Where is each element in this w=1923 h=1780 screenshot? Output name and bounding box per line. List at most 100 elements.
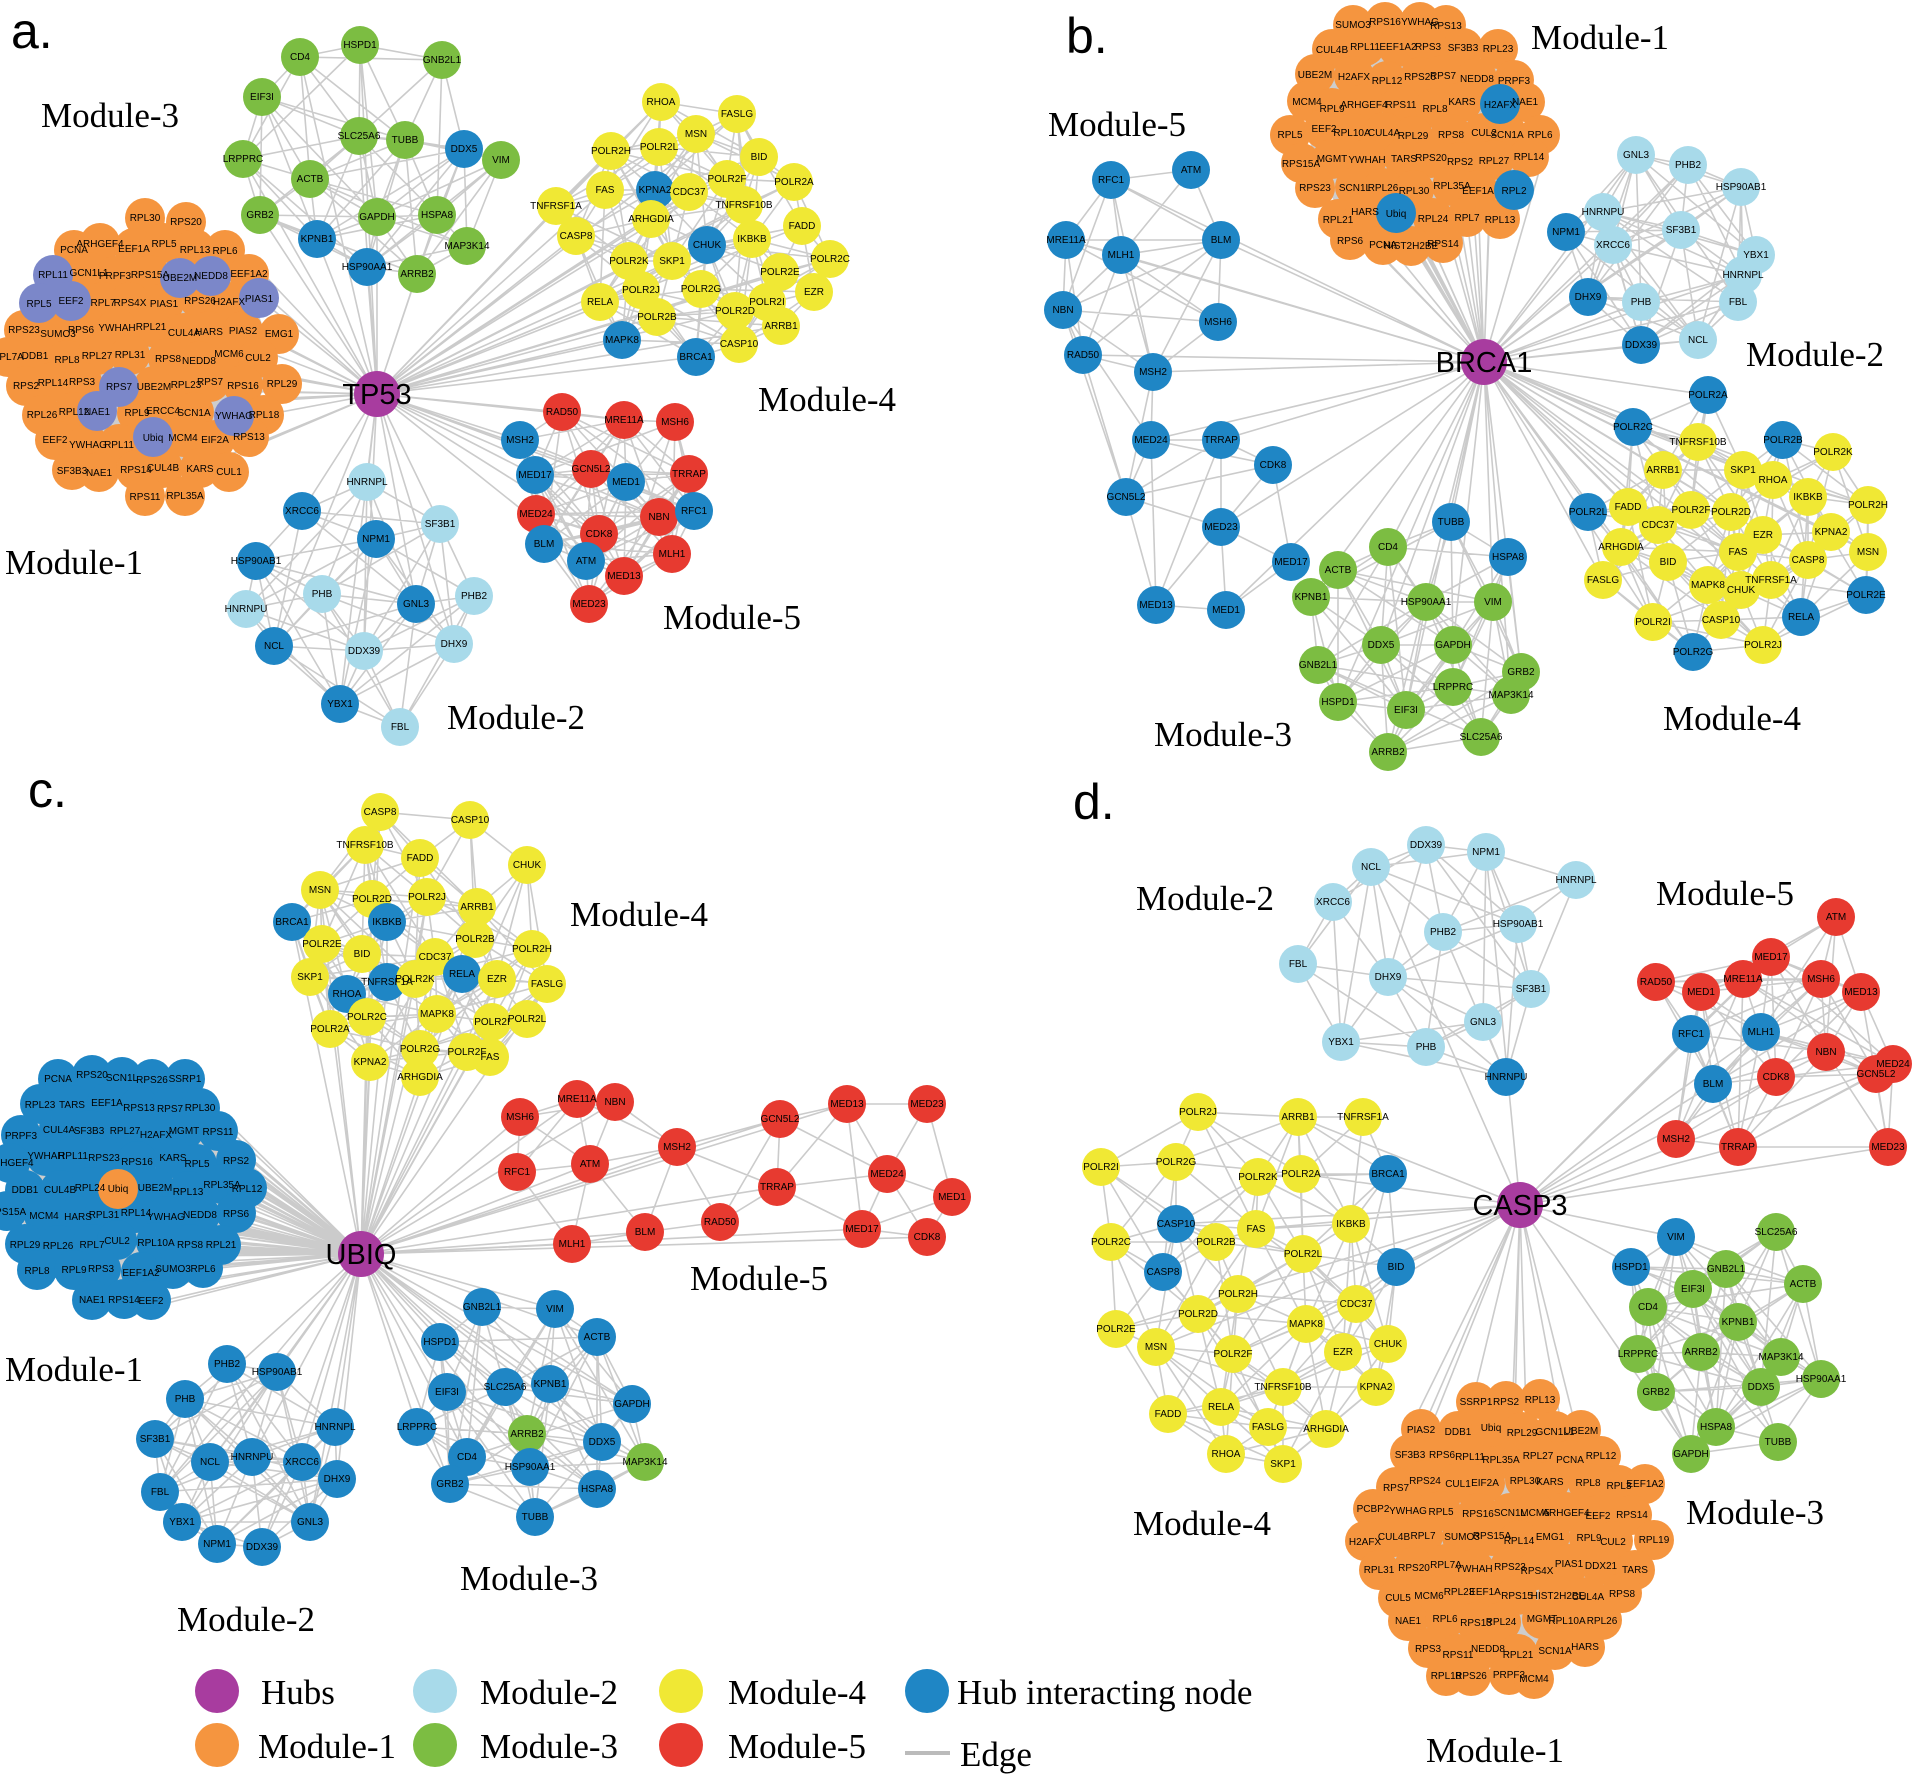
svg-text:MAPK8: MAPK8 [605,335,639,346]
svg-text:POLR2C: POLR2C [347,1012,387,1023]
svg-text:GNB2L1: GNB2L1 [423,55,462,66]
svg-text:HSPA8: HSPA8 [1700,1422,1732,1433]
svg-text:RPS20: RPS20 [1415,153,1447,164]
svg-text:RPL23: RPL23 [1483,44,1514,55]
svg-text:RPS8: RPS8 [155,354,182,365]
svg-text:MED24: MED24 [519,509,553,520]
svg-text:RPL35A: RPL35A [166,491,204,502]
svg-text:Module-3: Module-3 [41,96,179,135]
svg-text:POLR2B: POLR2B [637,312,677,323]
svg-text:RPL12: RPL12 [59,407,90,418]
svg-text:RPL24: RPL24 [1418,214,1449,225]
svg-text:RPL7: RPL7 [1410,1531,1435,1542]
svg-text:EIF2A: EIF2A [1471,1478,1499,1489]
svg-text:BLM: BLM [635,1227,656,1238]
svg-text:CHUK: CHUK [1727,585,1756,596]
svg-text:RPS7: RPS7 [1383,1483,1410,1494]
svg-text:POLR2C: POLR2C [1091,1237,1131,1248]
svg-text:NEDD8: NEDD8 [1460,74,1494,85]
svg-text:POLR2F: POLR2F [1672,505,1711,516]
svg-text:RPL11: RPL11 [104,440,134,451]
svg-text:SCN1L: SCN1L [106,1073,139,1084]
svg-text:RPS26: RPS26 [1455,1671,1487,1682]
svg-text:Module-1: Module-1 [5,543,143,582]
svg-text:TNFRSF1A: TNFRSF1A [361,977,413,988]
svg-text:YWHAH: YWHAH [27,1151,64,1162]
svg-text:EEF2: EEF2 [42,435,67,446]
svg-text:RPL21: RPL21 [1503,1650,1534,1661]
svg-text:CDK8: CDK8 [1260,460,1287,471]
svg-text:ACTB: ACTB [1790,1279,1817,1290]
svg-text:POLR2F: POLR2F [708,174,747,185]
svg-text:MED13: MED13 [1844,987,1878,998]
svg-text:RPL31: RPL31 [1364,1565,1395,1576]
svg-text:RPS3: RPS3 [69,377,96,388]
svg-text:PHB: PHB [312,589,333,600]
svg-text:POLR2J: POLR2J [1179,1107,1217,1118]
svg-text:PHB2: PHB2 [1675,160,1702,171]
svg-text:Module-2: Module-2 [1746,335,1884,374]
svg-text:BLM: BLM [534,539,555,550]
svg-text:NCL: NCL [200,1457,220,1468]
svg-text:MCM4: MCM4 [1519,1674,1549,1685]
svg-text:MRE11A: MRE11A [604,415,644,426]
svg-text:GNL3: GNL3 [1470,1017,1497,1028]
svg-text:SF3B3: SF3B3 [1395,1450,1426,1461]
svg-text:RELA: RELA [1208,1402,1234,1413]
svg-text:RPL5: RPL5 [184,1159,209,1170]
svg-text:MED1: MED1 [612,477,640,488]
svg-text:RPL30: RPL30 [185,1103,216,1114]
svg-text:HNRNPL: HNRNPL [346,477,388,488]
svg-text:CUL5: CUL5 [1385,1593,1411,1604]
svg-text:RPL10A: RPL10A [1548,1616,1586,1627]
svg-text:PRPF3: PRPF3 [1493,1670,1526,1681]
svg-text:RPS6: RPS6 [223,1209,250,1220]
svg-text:MCM6: MCM6 [1414,1591,1444,1602]
svg-text:KPNA2: KPNA2 [1360,1382,1393,1393]
svg-text:RPL12: RPL12 [1586,1451,1617,1462]
svg-text:YWHAG: YWHAG [1389,1506,1427,1517]
svg-text:RPL21: RPL21 [1323,215,1354,226]
svg-text:RPS7: RPS7 [106,382,133,393]
svg-text:KPNB1: KPNB1 [301,234,334,245]
svg-text:NBN: NBN [1815,1047,1836,1058]
svg-text:RPS4X: RPS4X [114,298,147,309]
svg-text:RPS6: RPS6 [68,325,95,336]
svg-text:YWHAH: YWHAH [1348,155,1385,166]
svg-text:Module-2: Module-2 [1136,879,1274,918]
svg-text:YBX1: YBX1 [327,699,353,710]
svg-text:RPL9: RPL9 [1576,1533,1601,1544]
svg-text:POLR2L: POLR2L [640,142,679,153]
svg-text:MSH2: MSH2 [506,435,534,446]
svg-text:RPL27: RPL27 [1479,156,1510,167]
svg-text:NPM1: NPM1 [1472,847,1500,858]
svg-text:CUL2: CUL2 [1600,1537,1626,1548]
svg-text:DDB1: DDB1 [1445,1427,1472,1438]
svg-text:PCNA: PCNA [1369,240,1397,251]
svg-text:VIM: VIM [1667,1232,1685,1243]
svg-text:GCN5L2: GCN5L2 [1107,492,1146,503]
svg-text:PCNA: PCNA [44,1074,72,1085]
svg-text:RPS2: RPS2 [1493,1397,1520,1408]
svg-text:MGMT: MGMT [1527,1614,1558,1625]
svg-text:CD4: CD4 [457,1452,477,1463]
svg-text:RPL6: RPL6 [190,1264,215,1275]
svg-text:RPL24: RPL24 [1486,1617,1517,1628]
svg-text:POLR2B: POLR2B [455,934,495,945]
svg-text:NBN: NBN [604,1097,625,1108]
svg-text:RPS3: RPS3 [88,1264,115,1275]
svg-text:Module-2: Module-2 [177,1600,315,1639]
svg-text:ATM: ATM [576,556,596,567]
svg-text:PHB2: PHB2 [214,1359,241,1370]
svg-text:HSP90AB1: HSP90AB1 [1716,182,1767,193]
svg-text:BID: BID [751,152,768,163]
svg-text:YWHAH: YWHAH [98,323,135,334]
svg-text:RPS8: RPS8 [177,1240,204,1251]
svg-text:CASP8: CASP8 [560,231,593,242]
svg-text:XRCC6: XRCC6 [1596,240,1630,251]
svg-text:DDX5: DDX5 [1368,640,1395,651]
svg-text:CD4: CD4 [1378,542,1398,553]
svg-text:RPL10A: RPL10A [137,1238,175,1249]
svg-text:EIF3I: EIF3I [435,1387,459,1398]
svg-text:RPS3: RPS3 [1415,42,1442,53]
